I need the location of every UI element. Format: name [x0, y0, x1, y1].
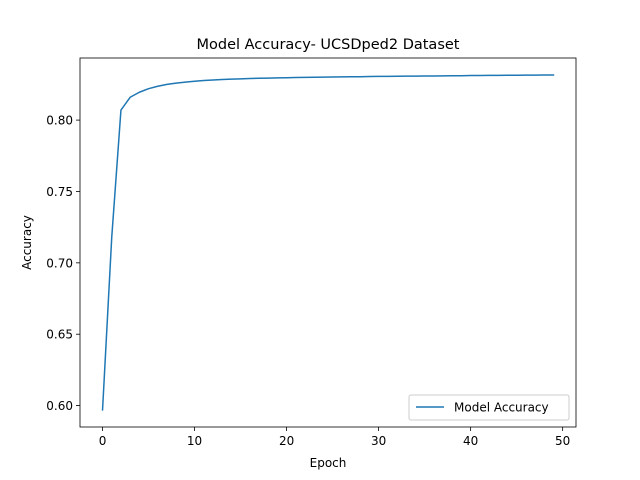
x-tick-label: 0 [99, 434, 107, 448]
x-axis-ticks: 0 10 20 30 40 50 [99, 427, 570, 448]
x-axis-label: Epoch [310, 456, 347, 470]
legend: Model Accuracy [408, 394, 570, 421]
legend-label: Model Accuracy [454, 401, 549, 415]
x-tick-label: 10 [187, 434, 202, 448]
y-tick-label: 0.75 [46, 185, 73, 199]
y-tick-label: 0.65 [46, 328, 73, 342]
y-axis-label: Accuracy [20, 215, 34, 270]
plot-frame [79, 57, 577, 428]
x-tick-label: 30 [371, 434, 386, 448]
x-tick-label: 50 [555, 434, 570, 448]
chart-title: Model Accuracy- UCSDped2 Dataset [197, 37, 460, 53]
y-tick-label: 0.80 [46, 114, 73, 128]
plot-area [79, 57, 577, 428]
legend-box [408, 394, 570, 421]
y-tick-label: 0.70 [46, 256, 73, 270]
x-tick-label: 40 [463, 434, 478, 448]
y-tick-label: 0.60 [46, 399, 73, 413]
series-line-model-accuracy [101, 74, 555, 411]
x-tick-label: 20 [279, 434, 294, 448]
y-axis-ticks: 0.60 0.65 0.70 0.75 0.80 [46, 114, 80, 413]
